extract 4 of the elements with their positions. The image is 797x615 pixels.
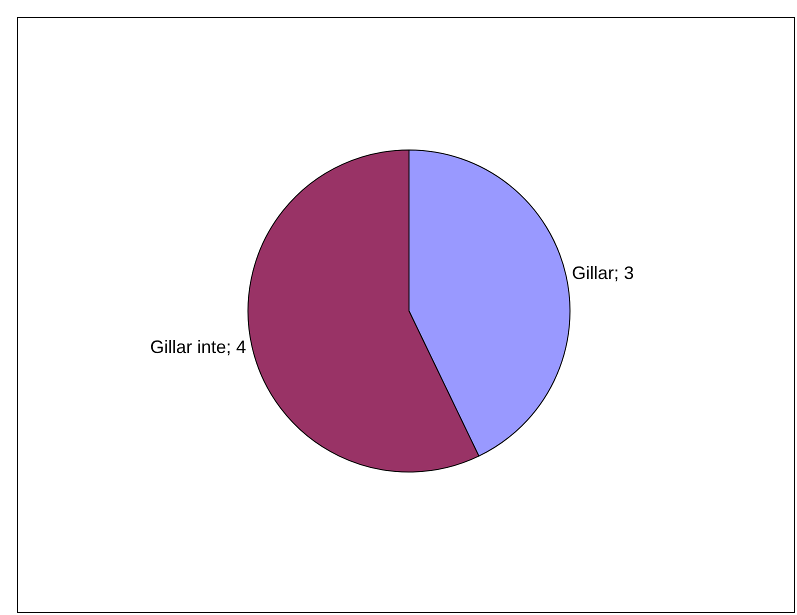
slice-label: Gillar inte (150, 337, 226, 358)
slice-label: Gillar (572, 262, 614, 283)
data-label: ; 3 (614, 262, 634, 283)
data-label: ; 4 (226, 337, 246, 358)
